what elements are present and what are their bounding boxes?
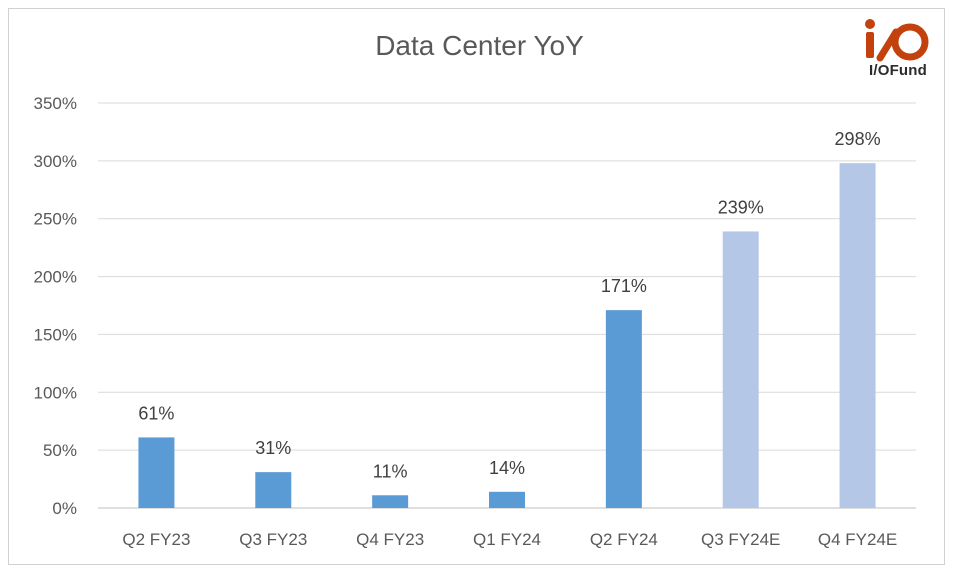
bar-q3-fy24e [722,231,759,508]
chart-title: Data Center YoY [375,30,584,61]
x-axis-category-labels: Q2 FY23 Q3 FY23 Q4 FY23 Q1 FY24 Q2 FY24 Q3 FY… [122,530,897,549]
data-label: 31% [255,438,291,458]
data-label: 298% [835,129,881,149]
x-category-label: Q3 FY24E [701,530,780,549]
y-tick-label: 0% [52,499,77,518]
bars [138,163,876,508]
data-label: 239% [718,197,764,217]
y-axis-tick-labels: 0% 50% 100% 150% 200% 250% 300% 350% [34,94,77,518]
bar-q2-fy23 [138,437,175,508]
bar-q3-fy23 [255,472,292,508]
x-category-label: Q1 FY24 [473,530,541,549]
x-category-label: Q4 FY23 [356,530,424,549]
data-label: 61% [138,403,174,423]
gridlines [98,102,916,509]
y-tick-label: 50% [43,441,77,460]
y-tick-label: 200% [34,268,77,287]
y-tick-label: 100% [34,383,77,402]
y-tick-label: 300% [34,152,77,171]
x-category-label: Q4 FY24E [818,530,897,549]
x-category-label: Q2 FY23 [122,530,190,549]
y-tick-label: 350% [34,94,77,113]
y-tick-label: 150% [34,325,77,344]
logo-brand-text: I/OFund [868,62,928,79]
data-label: 14% [489,458,525,478]
io-fund-logo-icon [865,19,929,62]
bar-q4-fy24e [839,163,876,508]
data-label: 11% [373,461,408,481]
y-tick-label: 250% [34,210,77,229]
bar-q4-fy23 [372,495,409,508]
x-category-label: Q3 FY23 [239,530,307,549]
x-category-label: Q2 FY24 [590,530,658,549]
bar-q2-fy24 [605,310,642,508]
bar-q1-fy24 [489,491,525,508]
data-label: 171% [601,276,647,296]
data-labels: 61% 31% 11% 14% 171% 239% 298% [138,129,880,481]
